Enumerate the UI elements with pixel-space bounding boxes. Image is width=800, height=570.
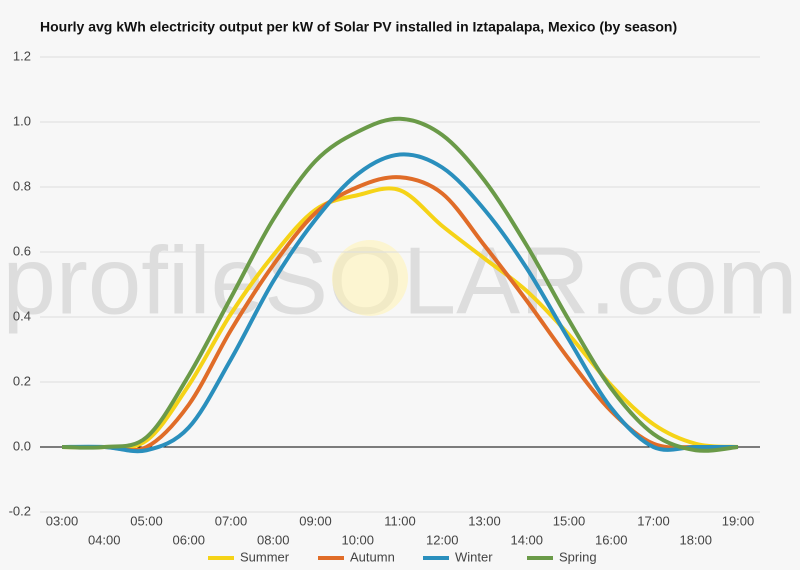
- line-series: [61, 116, 739, 453]
- x-tick-label: 10:00: [341, 532, 374, 547]
- legend-label: Autumn: [350, 549, 395, 564]
- line-series: [61, 186, 739, 450]
- x-tick-label: 05:00: [130, 513, 163, 528]
- line-series: [61, 152, 738, 454]
- x-tick-label: 16:00: [595, 532, 628, 547]
- x-tick-label: 12:00: [426, 532, 459, 547]
- y-tick-label: 0.8: [13, 178, 31, 193]
- y-tick-label: 0.4: [13, 308, 31, 323]
- legend-label: Spring: [559, 549, 597, 564]
- x-tick-label: 08:00: [257, 532, 290, 547]
- y-tick-label: 0.2: [13, 373, 31, 388]
- x-tick-label: 04:00: [88, 532, 121, 547]
- watermark-sun: [332, 240, 408, 316]
- x-tick-label: 09:00: [299, 513, 332, 528]
- x-tick-label: 03:00: [46, 513, 79, 528]
- x-tick-label: 14:00: [510, 532, 543, 547]
- legend-label: Winter: [455, 549, 493, 564]
- legend-label: Summer: [240, 549, 290, 564]
- y-tick-label: 0.6: [13, 243, 31, 258]
- x-tick-label: 11:00: [384, 513, 416, 528]
- x-tick-label: 15:00: [553, 513, 586, 528]
- x-tick-label: 07:00: [215, 513, 248, 528]
- y-tick-label: -0.2: [9, 503, 31, 518]
- chart-title: Hourly avg kWh electricity output per kW…: [40, 19, 677, 35]
- y-tick-label: 0.0: [13, 438, 31, 453]
- y-tick-label: 1.2: [13, 48, 31, 63]
- x-tick-label: 13:00: [468, 513, 501, 528]
- x-tick-label: 18:00: [679, 532, 712, 547]
- x-tick-label: 06:00: [172, 532, 205, 547]
- x-tick-label: 19:00: [722, 513, 755, 528]
- y-tick-label: 1.0: [13, 113, 31, 128]
- x-tick-label: 17:00: [637, 513, 670, 528]
